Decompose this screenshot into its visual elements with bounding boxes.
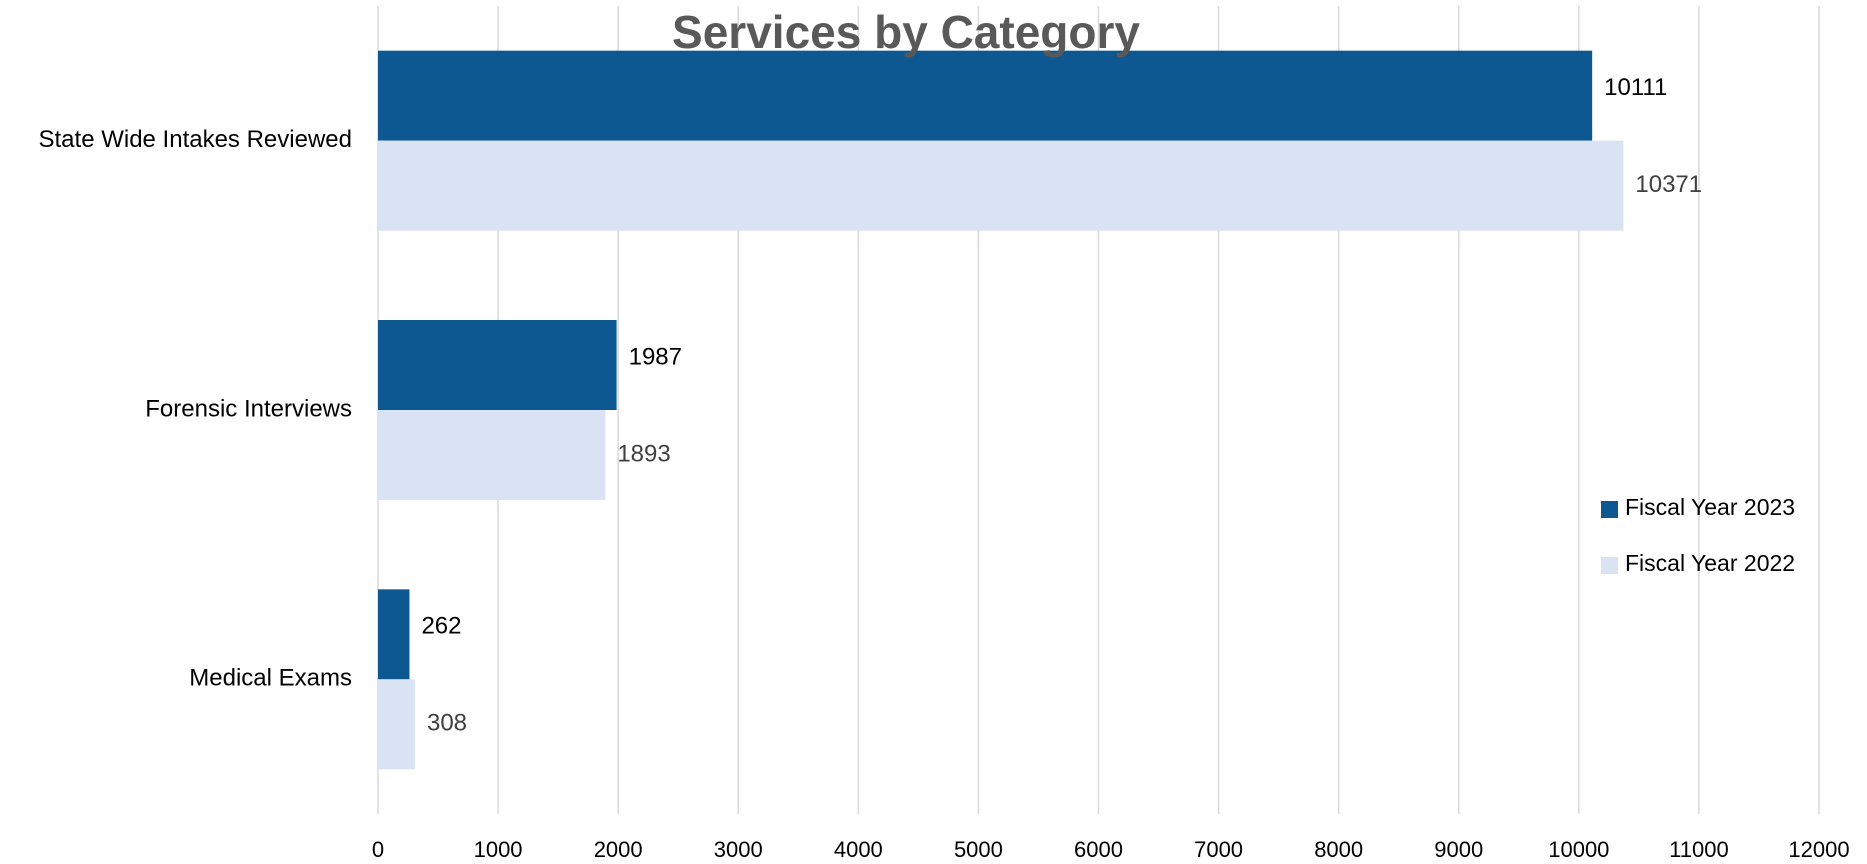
category-label: Medical Exams [189,665,352,692]
data-label: 308 [427,710,467,737]
x-tick-label: 12000 [1788,837,1849,862]
bars [378,50,1624,770]
x-tick-label: 9000 [1434,837,1483,862]
x-tick-label: 4000 [834,837,883,862]
legend-swatch [1601,557,1618,574]
x-tick-label: 3000 [714,837,763,862]
bar [378,50,1593,141]
category-label: Forensic Interviews [145,395,352,422]
x-tick-label: 8000 [1314,837,1363,862]
legend-label: Fiscal Year 2023 [1625,494,1795,520]
bar [378,140,1624,231]
data-label: 262 [421,613,461,640]
bar [378,320,617,410]
category-label: State Wide Intakes Reviewed [39,126,353,153]
x-tick-label: 10000 [1548,837,1609,862]
legend-swatch [1601,501,1618,518]
data-label: 10111 [1604,74,1667,101]
x-tick-label: 0 [372,837,384,862]
legend-label: Fiscal Year 2022 [1625,550,1795,576]
data-label: 1987 [629,343,682,370]
bar [378,410,606,500]
x-tick-label: 7000 [1194,837,1243,862]
bar [378,589,410,680]
x-tick-label: 6000 [1074,837,1123,862]
data-label: 10371 [1635,171,1702,198]
data-label: 1893 [617,440,670,467]
x-tick-label: 5000 [954,837,1003,862]
x-tick-label: 2000 [594,837,643,862]
x-tick-label: 1000 [474,837,523,862]
bar [378,679,415,770]
x-tick-label: 11000 [1669,837,1729,862]
chart-title: Services by Category [672,6,1140,58]
